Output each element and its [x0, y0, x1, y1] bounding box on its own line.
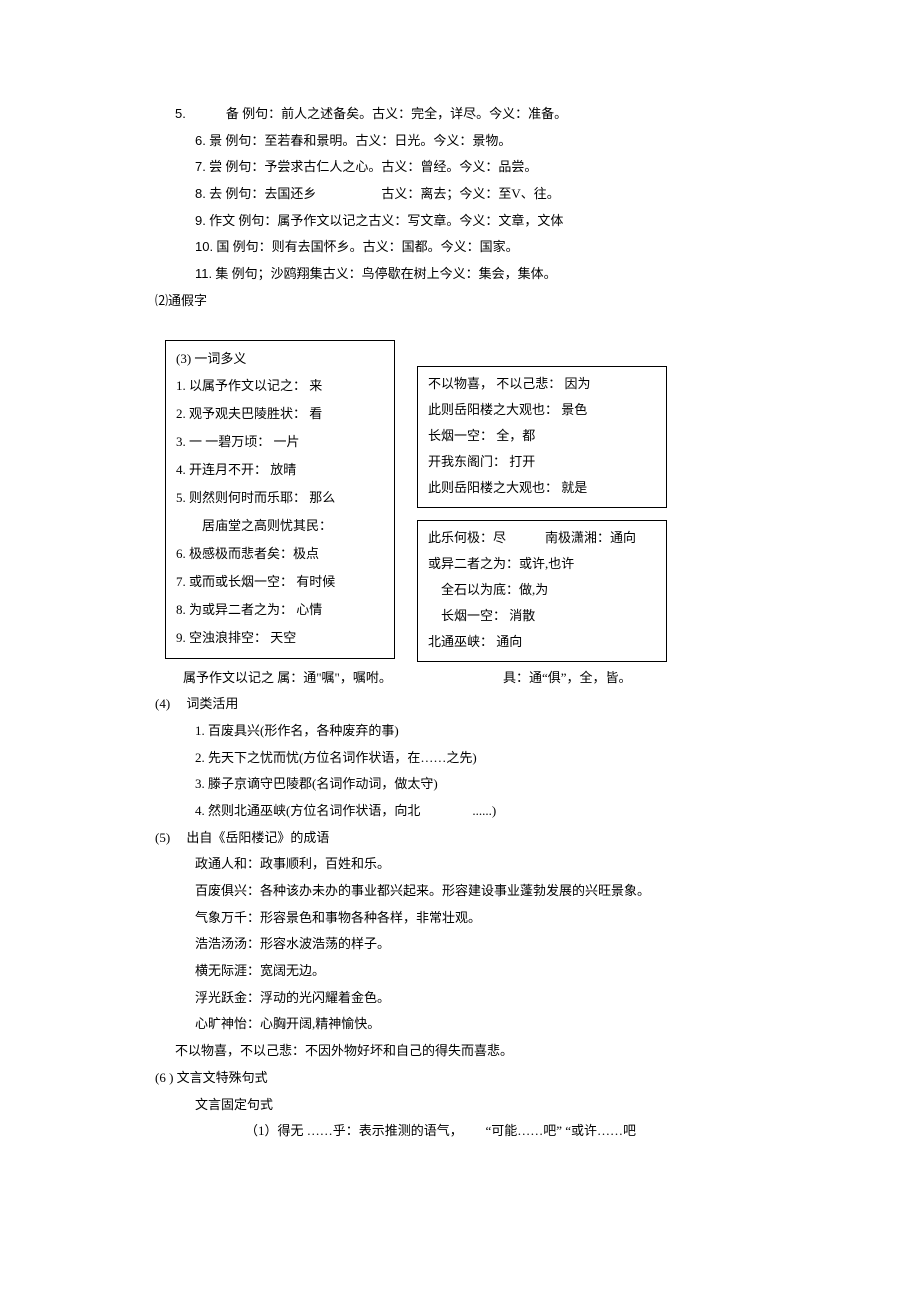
gujin-list: 5.备 例句：前人之述备矣。古义：完全，详尽。今义：准备。 6. 景 例句：至若… — [155, 102, 765, 287]
section-4-label: (4) 词类活用 — [155, 692, 765, 717]
item-7: 7. 尝 例句：予尝求古仁人之心。古义：曾经。今义：品尝。 — [155, 155, 765, 180]
rb-3: 全石以为底：做,为 — [428, 577, 656, 603]
lb-6: 6. 极感极而悲者矣：极点 — [176, 540, 384, 568]
under-left: 属予作文以记之 属：通"嘱"，嘱咐。 — [183, 666, 503, 691]
s5i3: 气象万千：形容景色和事物各种各样，非常壮观。 — [155, 906, 765, 931]
right-box-b: 此乐何极：尽 南极潇湘：通向 或异二者之为：或许,也许 全石以为底：做,为 长烟… — [417, 520, 667, 662]
sec5-block: 政通人和：政事顺利，百姓和乐。 百废俱兴：各种该办未办的事业都兴起来。形容建设事… — [155, 852, 765, 1064]
s5i1: 政通人和：政事顺利，百姓和乐。 — [155, 852, 765, 877]
rb-1: 此乐何极：尽 南极潇湘：通向 — [428, 525, 656, 551]
s5i2: 百废俱兴：各种该办未办的事业都兴起来。形容建设事业蓬勃发展的兴旺景象。 — [155, 879, 765, 904]
section-6-label: (6 ) 文言文特殊句式 — [155, 1066, 765, 1091]
ra-2: 此则岳阳楼之大观也： 景色 — [428, 397, 656, 423]
document-page: 5.备 例句：前人之述备矣。古义：完全，详尽。今义：准备。 6. 景 例句：至若… — [0, 0, 920, 1303]
lb-7: 7. 或而或长烟一空： 有时候 — [176, 568, 384, 596]
section-6-item1: （1）得无 ……乎：表示推测的语气， “可能……吧” “或许……吧 — [155, 1119, 765, 1144]
s5i7: 心旷神怡：心胸开阔,精神愉快。 — [155, 1012, 765, 1037]
left-box-header: (3) 一词多义 — [176, 345, 384, 373]
s5i6: 浮光跃金：浮动的光闪耀着金色。 — [155, 986, 765, 1011]
item-5: 5.备 例句：前人之述备矣。古义：完全，详尽。今义：准备。 — [155, 102, 765, 127]
lb-2: 2. 观予观夫巴陵胜状： 看 — [176, 400, 384, 428]
s4i1: 1. 百废具兴(形作名，各种废弃的事) — [155, 719, 765, 744]
ra-5: 此则岳阳楼之大观也： 就是 — [428, 475, 656, 501]
ra-4: 开我东阁门： 打开 — [428, 449, 656, 475]
s5i4: 浩浩汤汤：形容水波浩荡的样子。 — [155, 932, 765, 957]
rb-5: 北通巫峡： 通向 — [428, 629, 656, 655]
item-8: 8. 去 例句：去国还乡 古义：离去；今义：至V、往。 — [155, 182, 765, 207]
item-6: 6. 景 例句：至若春和景明。古义：日光。今义：景物。 — [155, 129, 765, 154]
lb-4: 4. 开连月不开： 放晴 — [176, 456, 384, 484]
section-6-sub: 文言固定句式 — [155, 1093, 765, 1118]
ra-1: 不以物喜， 不以己悲： 因为 — [428, 371, 656, 397]
s4i4: 4. 然则北通巫峡(方位名词作状语，向北 ......) — [155, 799, 765, 824]
s4i2: 2. 先天下之忧而忧(方位名词作状语，在……之先) — [155, 746, 765, 771]
polysemy-boxes: (3) 一词多义 1. 以属予作文以记之： 来 2. 观予观夫巴陵胜状： 看 3… — [165, 340, 765, 662]
rb-4: 长烟一空： 消散 — [428, 603, 656, 629]
s5i5: 横无际涯：宽阔无边。 — [155, 959, 765, 984]
lb-5b: 居庙堂之高则忧其民： — [176, 512, 384, 540]
lb-3: 3. 一 一碧万顷： 一片 — [176, 428, 384, 456]
lb-9: 9. 空浊浪排空： 天空 — [176, 624, 384, 652]
section-5-label: (5) 出自《岳阳楼记》的成语 — [155, 826, 765, 851]
section-2-label: ⑵通假字 — [155, 289, 765, 314]
left-box: (3) 一词多义 1. 以属予作文以记之： 来 2. 观予观夫巴陵胜状： 看 3… — [165, 340, 395, 659]
lb-8: 8. 为或异二者之为： 心情 — [176, 596, 384, 624]
lb-1: 1. 以属予作文以记之： 来 — [176, 372, 384, 400]
item-11: 11. 集 例句；沙鸥翔集古义：鸟停歇在树上今义：集会，集体。 — [155, 262, 765, 287]
lb-5: 5. 则然则何时而乐耶： 那么 — [176, 484, 384, 512]
sec4-block: 1. 百废具兴(形作名，各种废弃的事) 2. 先天下之忧而忧(方位名词作状语，在… — [155, 719, 765, 824]
s4i3: 3. 滕子京谪守巴陵郡(名词作动词，做太守) — [155, 772, 765, 797]
under-right: 具：通“俱”，全，皆。 — [503, 666, 765, 691]
item-9: 9. 作文 例句：属予作文以记之古义：写文章。今义：文章，文体 — [155, 209, 765, 234]
s5i8: 不以物喜，不以己悲：不因外物好坏和自己的得失而喜悲。 — [155, 1039, 765, 1064]
right-column: 不以物喜， 不以己悲： 因为 此则岳阳楼之大观也： 景色 长烟一空： 全，都 开… — [417, 340, 667, 662]
right-box-a: 不以物喜， 不以己悲： 因为 此则岳阳楼之大观也： 景色 长烟一空： 全，都 开… — [417, 366, 667, 508]
rb-2: 或异二者之为：或许,也许 — [428, 551, 656, 577]
item-10: 10. 国 例句：则有去国怀乡。古义：国都。今义：国家。 — [155, 235, 765, 260]
ra-3: 长烟一空： 全，都 — [428, 423, 656, 449]
under-boxes-line: 属予作文以记之 属：通"嘱"，嘱咐。 具：通“俱”，全，皆。 — [183, 666, 765, 691]
